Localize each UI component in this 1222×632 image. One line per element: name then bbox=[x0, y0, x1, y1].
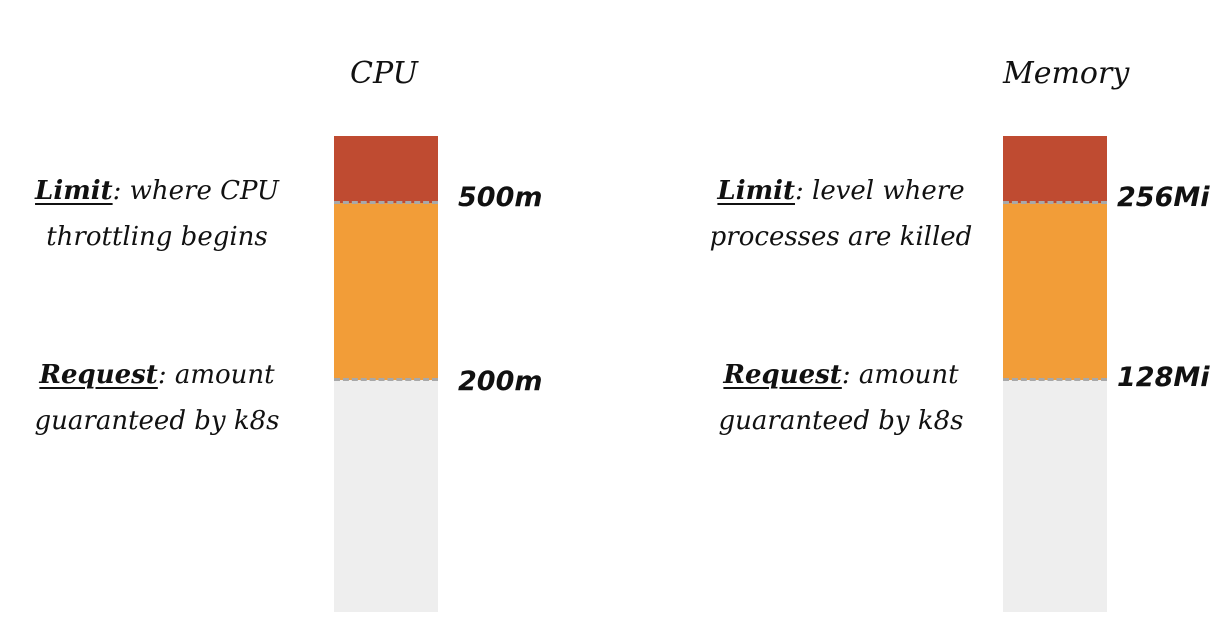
cpu-request-value: 200m bbox=[458, 366, 543, 397]
cpu-limit-description-line1: where CPU bbox=[121, 176, 279, 206]
memory-request-description-line1: amount bbox=[850, 360, 959, 390]
cpu-limit-separator: : bbox=[112, 176, 122, 206]
memory-panel: Memory Limit: level where processes are … bbox=[611, 0, 1222, 632]
cpu-request-threshold-line bbox=[334, 378, 438, 381]
memory-limit-description-line1: level where bbox=[803, 176, 965, 206]
memory-request-threshold-line bbox=[1003, 378, 1107, 381]
cpu-request-label: Request: amount guaranteed by k8s bbox=[12, 352, 302, 444]
memory-limit-label: Limit: level where processes are killed bbox=[691, 168, 991, 260]
cpu-request-separator: : bbox=[157, 360, 167, 390]
memory-limit-separator: : bbox=[794, 176, 804, 206]
cpu-limit-threshold-line bbox=[334, 201, 438, 204]
memory-request-label: Request: amount guaranteed by k8s bbox=[691, 352, 991, 444]
memory-resource-bar bbox=[1003, 136, 1107, 612]
memory-title: Memory bbox=[1003, 56, 1130, 91]
cpu-title: CPU bbox=[350, 56, 418, 91]
memory-request-description-line2: guaranteed by k8s bbox=[718, 406, 964, 436]
memory-request-value: 128Mi bbox=[1117, 362, 1210, 393]
memory-request-term: Request bbox=[723, 360, 842, 390]
cpu-limit-segment bbox=[334, 136, 438, 203]
cpu-request-term: Request bbox=[39, 360, 158, 390]
memory-limit-description-line2: processes are killed bbox=[709, 222, 973, 252]
memory-limit-value: 256Mi bbox=[1117, 182, 1210, 213]
cpu-resource-bar bbox=[334, 136, 438, 612]
memory-limit-segment bbox=[1003, 136, 1107, 203]
cpu-request-description-line1: amount bbox=[166, 360, 275, 390]
cpu-request-segment bbox=[334, 203, 438, 380]
memory-limit-threshold-line bbox=[1003, 201, 1107, 204]
cpu-limit-term: Limit bbox=[35, 176, 113, 206]
memory-request-segment bbox=[1003, 203, 1107, 380]
memory-limit-term: Limit bbox=[717, 176, 795, 206]
memory-request-separator: : bbox=[841, 360, 851, 390]
cpu-limit-label: Limit: where CPU throttling begins bbox=[12, 168, 302, 260]
cpu-limit-description-line2: throttling begins bbox=[46, 222, 268, 252]
cpu-request-description-line2: guaranteed by k8s bbox=[34, 406, 280, 436]
cpu-limit-value: 500m bbox=[458, 182, 543, 213]
cpu-panel: CPU Limit: where CPU throttling begins R… bbox=[12, 56, 543, 612]
